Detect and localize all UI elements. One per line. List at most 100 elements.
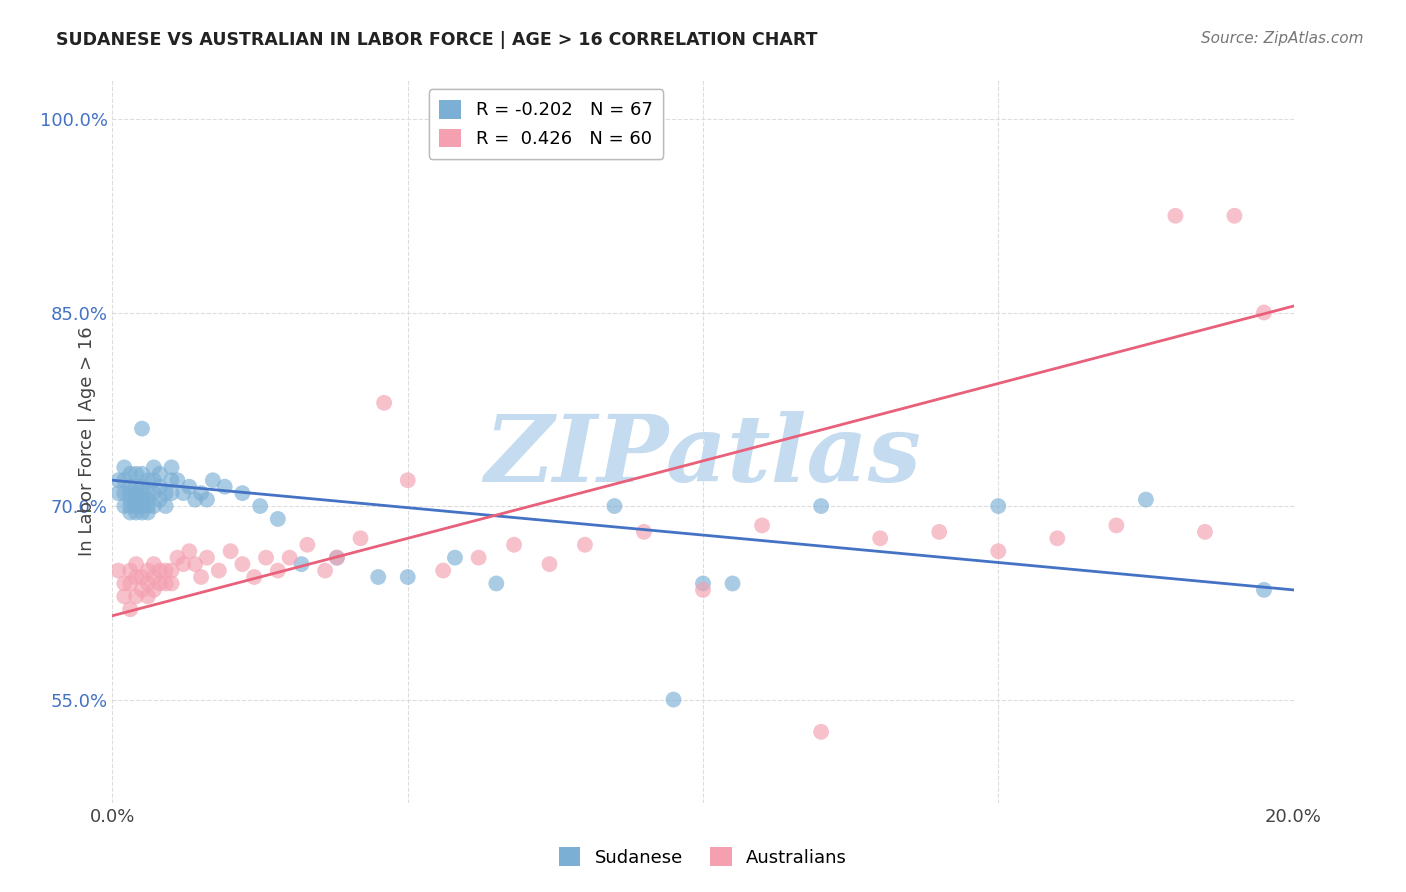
Sudanese (125, 467, 148, 481)
Australians (278, 550, 301, 565)
Sudanese (267, 512, 290, 526)
Sudanese (120, 506, 142, 520)
Australians (692, 582, 714, 597)
Australians (503, 538, 526, 552)
Australians (160, 564, 183, 578)
Sudanese (149, 492, 172, 507)
Sudanese (125, 492, 148, 507)
Sudanese (125, 480, 148, 494)
Y-axis label: In Labor Force | Age > 16: In Labor Force | Age > 16 (77, 326, 96, 557)
Sudanese (160, 473, 183, 487)
Australians (184, 557, 207, 571)
Australians (149, 576, 172, 591)
Sudanese (172, 486, 194, 500)
Sudanese (662, 692, 685, 706)
Sudanese (120, 499, 142, 513)
Sudanese (131, 480, 153, 494)
Australians (172, 557, 194, 571)
Australians (112, 590, 135, 604)
Australians (142, 582, 165, 597)
Sudanese (290, 557, 312, 571)
Sudanese (692, 576, 714, 591)
Australians (120, 576, 142, 591)
Australians (190, 570, 212, 584)
Australians (149, 564, 172, 578)
Sudanese (987, 499, 1010, 513)
Sudanese (120, 480, 142, 494)
Sudanese (131, 506, 153, 520)
Australians (112, 576, 135, 591)
Australians (373, 396, 395, 410)
Australians (751, 518, 773, 533)
Sudanese (112, 460, 135, 475)
Sudanese (179, 480, 201, 494)
Australians (267, 564, 290, 578)
Sudanese (485, 576, 508, 591)
Sudanese (142, 486, 165, 500)
Sudanese (190, 486, 212, 500)
Australians (538, 557, 561, 571)
Australians (432, 564, 454, 578)
Australians (142, 557, 165, 571)
Australians (349, 531, 371, 545)
Australians (120, 602, 142, 616)
Sudanese (107, 473, 129, 487)
Australians (131, 582, 153, 597)
Australians (1105, 518, 1128, 533)
Australians (231, 557, 253, 571)
Australians (869, 531, 891, 545)
Sudanese (112, 499, 135, 513)
Sudanese (149, 480, 172, 494)
Australians (574, 538, 596, 552)
Australians (125, 557, 148, 571)
Sudanese (201, 473, 224, 487)
Australians (633, 524, 655, 539)
Text: ZIPatlas: ZIPatlas (485, 411, 921, 501)
Australians (125, 590, 148, 604)
Australians (243, 570, 266, 584)
Australians (107, 564, 129, 578)
Sudanese (131, 492, 153, 507)
Sudanese (136, 492, 159, 507)
Australians (396, 473, 419, 487)
Sudanese (125, 499, 148, 513)
Australians (120, 564, 142, 578)
Sudanese (1135, 492, 1157, 507)
Sudanese (249, 499, 271, 513)
Sudanese (131, 499, 153, 513)
Australians (1223, 209, 1246, 223)
Sudanese (231, 486, 253, 500)
Text: Source: ZipAtlas.com: Source: ZipAtlas.com (1201, 31, 1364, 46)
Sudanese (184, 492, 207, 507)
Australians (166, 550, 188, 565)
Australians (1194, 524, 1216, 539)
Sudanese (142, 473, 165, 487)
Australians (142, 570, 165, 584)
Sudanese (136, 473, 159, 487)
Australians (136, 576, 159, 591)
Sudanese (367, 570, 389, 584)
Australians (219, 544, 242, 558)
Australians (136, 564, 159, 578)
Sudanese (195, 492, 218, 507)
Sudanese (112, 473, 135, 487)
Australians (1164, 209, 1187, 223)
Sudanese (1253, 582, 1275, 597)
Australians (125, 570, 148, 584)
Australians (254, 550, 277, 565)
Sudanese (142, 460, 165, 475)
Sudanese (120, 492, 142, 507)
Australians (1253, 305, 1275, 319)
Legend: Sudanese, Australians: Sudanese, Australians (551, 840, 855, 874)
Australians (810, 724, 832, 739)
Sudanese (120, 486, 142, 500)
Australians (131, 570, 153, 584)
Sudanese (155, 486, 177, 500)
Sudanese (131, 467, 153, 481)
Sudanese (155, 499, 177, 513)
Sudanese (166, 473, 188, 487)
Sudanese (112, 486, 135, 500)
Sudanese (136, 486, 159, 500)
Sudanese (214, 480, 236, 494)
Sudanese (120, 467, 142, 481)
